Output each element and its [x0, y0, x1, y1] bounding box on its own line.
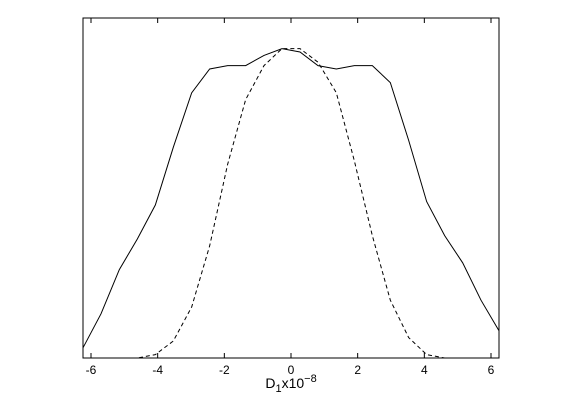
x-label-sup: −8 [304, 373, 317, 385]
x-tick-label: -6 [86, 363, 97, 377]
x-label-mid: x10 [282, 375, 305, 391]
line-series [83, 48, 499, 359]
x-label-base: D [265, 375, 275, 391]
plot-frame [82, 17, 500, 359]
x-label-sub: 1 [275, 383, 281, 395]
x-tick-label: 0 [288, 363, 295, 377]
x-tick-label: 4 [421, 363, 428, 377]
x-axis-label: D1x10−8 [265, 373, 316, 395]
x-tick-label: -4 [152, 363, 163, 377]
x-tick-label: 6 [488, 363, 495, 377]
x-tick-label: 2 [354, 363, 361, 377]
line-series [82, 48, 500, 349]
x-tick-label: -2 [219, 363, 230, 377]
